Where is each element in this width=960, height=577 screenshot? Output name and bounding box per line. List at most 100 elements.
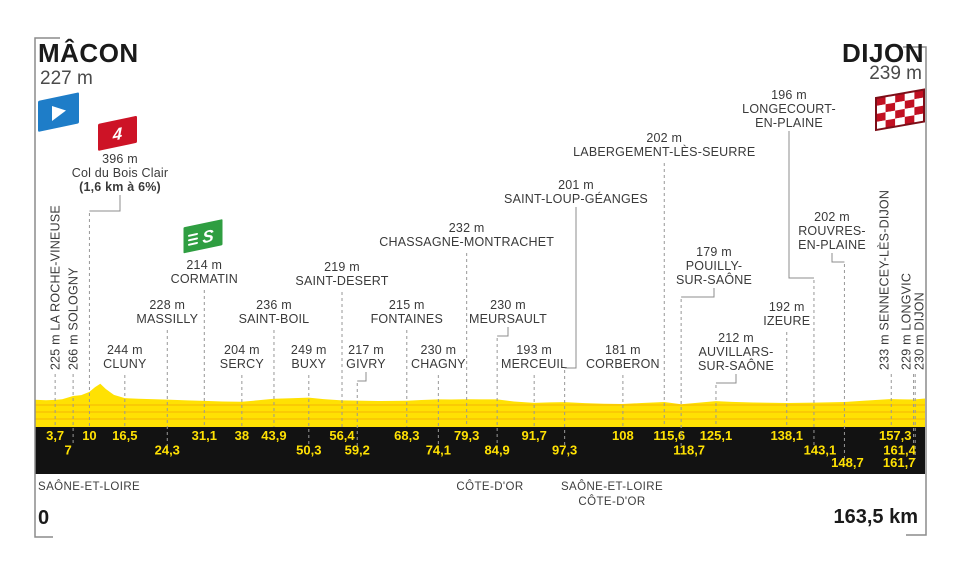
km-start-label: 0 xyxy=(38,507,50,529)
waypoint-label: SUR-SAÔNE xyxy=(698,358,774,373)
waypoint-label: 212 m xyxy=(718,331,754,345)
region-label-saone-et-loire-cote-dor: SAÔNE-ET-LOIRE CÔTE-D'OR xyxy=(560,481,664,508)
km-marker: 31,1 xyxy=(192,428,217,443)
waypoint-label: SAINT-DESERT xyxy=(295,274,388,288)
waypoint-label: 192 m xyxy=(769,300,805,314)
waypoint-label: 230 m xyxy=(420,343,456,357)
waypoint-label: FONTAINES xyxy=(371,312,443,326)
waypoint-label: 396 m xyxy=(102,152,138,166)
km-marker: 143,1 xyxy=(804,443,837,458)
waypoint-label: ROUVRES- xyxy=(798,224,866,238)
waypoint-label: MASSILLY xyxy=(136,312,198,326)
sprint-icon: S xyxy=(182,218,224,255)
waypoint-label: CHAGNY xyxy=(411,357,466,371)
km-marker: 43,9 xyxy=(261,428,286,443)
waypoint-label: AUVILLARS- xyxy=(699,345,774,359)
km-marker: 7 xyxy=(64,443,71,458)
waypoint-label: 236 m xyxy=(256,298,292,312)
label-connector xyxy=(497,327,509,337)
waypoint-label-vertical: 230 m DIJON xyxy=(913,292,927,370)
km-marker: 74,1 xyxy=(426,443,451,458)
km-marker: 79,3 xyxy=(454,428,479,443)
waypoint-label-vertical: 266 m SOLOGNY xyxy=(67,267,81,370)
distance-strip xyxy=(35,427,925,474)
left-frame-bracket xyxy=(34,37,60,538)
waypoint-label-vertical: 229 m LONGVIC xyxy=(900,273,914,370)
km-marker: 24,3 xyxy=(155,443,180,458)
start-flag-icon xyxy=(38,92,79,132)
label-connector xyxy=(357,372,367,382)
play-triangle-icon xyxy=(52,106,66,122)
km-marker: 84,9 xyxy=(484,443,509,458)
label-connector xyxy=(89,195,121,212)
waypoint-label: 217 m xyxy=(348,343,384,357)
label-connector xyxy=(715,374,737,384)
label-connector xyxy=(564,207,577,369)
waypoint-label: 230 m xyxy=(490,298,526,312)
km-marker: 161,4 xyxy=(883,443,916,458)
waypoint-label: SUR-SAÔNE xyxy=(676,272,752,287)
svg-text:S: S xyxy=(202,225,214,247)
km-marker: 16,5 xyxy=(112,428,137,443)
finish-flag-icon xyxy=(875,88,925,132)
km-marker: 108 xyxy=(612,428,634,443)
waypoint-label: SAINT-BOIL xyxy=(239,312,310,326)
waypoint-label: (1,6 km à 6%) xyxy=(79,180,161,194)
km-marker: 148,7 xyxy=(831,455,864,470)
waypoint-label: IZEURE xyxy=(763,314,810,328)
category-4-climb-icon: 4 xyxy=(98,115,137,151)
km-marker: 157,3 xyxy=(879,428,912,443)
waypoint-label: CORMATIN xyxy=(171,272,238,286)
waypoint-label: MERCEUIL xyxy=(501,357,567,371)
km-marker: 10 xyxy=(82,428,96,443)
waypoint-label: LONGECOURT- xyxy=(742,102,836,116)
km-total-label: 163,5 km xyxy=(833,506,918,528)
km-marker: 68,3 xyxy=(394,428,419,443)
waypoint-label: 204 m xyxy=(224,343,260,357)
waypoint-label: 193 m xyxy=(516,343,552,357)
region-label-cote-dor: CÔTE-D'OR xyxy=(456,481,524,493)
km-marker: 3,7 xyxy=(46,428,64,443)
waypoint-label: 181 m xyxy=(605,343,641,357)
km-marker: 118,7 xyxy=(673,443,705,458)
km-marker: 125,1 xyxy=(700,428,733,443)
start-city-elevation: 227 m xyxy=(40,68,93,89)
km-marker: 38 xyxy=(235,428,249,443)
start-city-name: MÂCON xyxy=(38,38,139,68)
label-connector xyxy=(831,253,845,263)
waypoint-label: 201 m xyxy=(558,178,594,192)
waypoint-label: 232 m xyxy=(449,221,485,235)
waypoint-label: 249 m xyxy=(291,343,327,357)
waypoint-label: CHASSAGNE-MONTRACHET xyxy=(379,235,554,249)
km-marker: 115,6 xyxy=(653,428,685,443)
label-connector xyxy=(681,288,715,298)
km-marker: 97,3 xyxy=(552,443,577,458)
km-marker: 138,1 xyxy=(770,428,803,443)
waypoint-label: 202 m xyxy=(814,210,850,224)
svg-text:4: 4 xyxy=(112,123,123,145)
waypoint-label: LABERGEMENT-LÈS-SEURRE xyxy=(573,144,755,159)
km-marker: 50,3 xyxy=(296,443,321,458)
right-frame-bracket xyxy=(903,46,927,536)
region-label-saone-et-loire: SAÔNE-ET-LOIRE xyxy=(38,481,141,493)
waypoint-label: GIVRY xyxy=(346,357,386,371)
finish-city-name: DIJON xyxy=(842,38,924,68)
waypoint-label-vertical: 225 m LA ROCHE-VINEUSE xyxy=(49,205,63,370)
km-marker: 91,7 xyxy=(522,428,547,443)
waypoint-label: 202 m xyxy=(646,131,682,145)
waypoint-label: Col du Bois Clair xyxy=(72,166,169,180)
waypoint-label: 219 m xyxy=(324,260,360,274)
waypoint-label: MEURSAULT xyxy=(469,312,547,326)
waypoint-label: POUILLY- xyxy=(686,259,743,273)
waypoint-label: EN-PLAINE xyxy=(798,238,866,252)
waypoint-label: EN-PLAINE xyxy=(755,116,823,130)
label-connector xyxy=(788,131,814,279)
waypoint-label: CORBERON xyxy=(586,357,660,371)
waypoint-label: CLUNY xyxy=(103,357,147,371)
waypoint-label: 214 m xyxy=(186,258,222,272)
km-marker: 59,2 xyxy=(345,443,370,458)
waypoint-label: BUXY xyxy=(291,357,326,371)
waypoint-label: 179 m xyxy=(696,245,732,259)
km-marker: 161,7 xyxy=(883,455,916,470)
